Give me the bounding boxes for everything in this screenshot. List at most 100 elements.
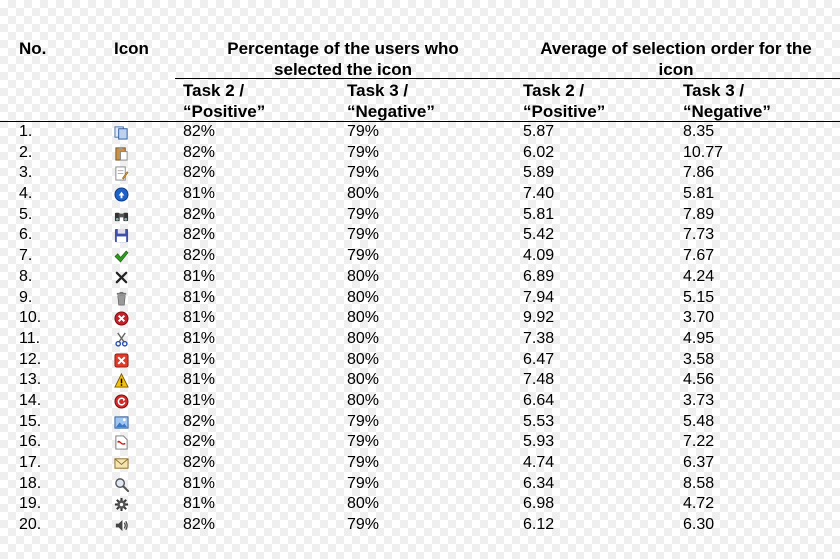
cell-pct-task3: 79% (347, 516, 380, 534)
subheader-avg-task3: Task 3 / “Negative” (683, 80, 771, 122)
group-header-percentage-line1: Percentage of the users who (227, 39, 459, 58)
subheader-pct-task2: Task 2 / “Positive” (183, 80, 265, 122)
cell-avg-task3: 4.72 (683, 495, 715, 513)
cell-pct-task3: 80% (347, 350, 380, 368)
cell-pct-task3: 79% (347, 164, 380, 182)
copy-documents-icon (114, 125, 130, 140)
cell-avg-task2: 4.09 (523, 247, 555, 265)
cell-pct-task2: 81% (183, 309, 216, 327)
cell-avg-task2: 7.38 (523, 329, 555, 347)
table-row: 19. 81% 80% 6.98 4.72 (0, 494, 840, 515)
table-row: 20. 82% 79% 6.12 6.30 (0, 515, 840, 536)
red-circle-refresh-icon (114, 394, 130, 409)
cell-pct-task3: 80% (347, 288, 380, 306)
cell-avg-task3: 5.15 (683, 288, 715, 306)
table-row: 13. 81% 80% 7.48 4.56 (0, 370, 840, 391)
table-body: 1. 82% 79% 5.87 8.35 2. 82% 79% 6.02 10.77 3. 82%… (0, 122, 840, 536)
cell-pct-task3: 80% (347, 267, 380, 285)
picture-icon (114, 415, 130, 430)
cell-avg-task2: 5.81 (523, 205, 555, 223)
table-row: 15. 82% 79% 5.53 5.48 (0, 412, 840, 433)
cell-avg-task2: 4.74 (523, 454, 555, 471)
trash-can-icon (114, 291, 130, 306)
group-header-average-line2: icon (658, 60, 694, 79)
group-header-average: Average of selection order for the icon (526, 38, 826, 80)
cell-no: 14. (19, 391, 42, 409)
cell-pct-task2: 82% (183, 247, 216, 265)
cell-avg-task3: 7.73 (683, 226, 715, 244)
cell-pct-task2: 82% (183, 164, 216, 182)
cell-avg-task3: 7.89 (683, 205, 715, 223)
table-row: 9. 81% 80% 7.94 5.15 (0, 288, 840, 309)
binoculars-icon (114, 208, 130, 223)
cell-no: 5. (19, 205, 33, 223)
edit-document-icon (114, 166, 130, 181)
cell-avg-task3: 8.58 (683, 474, 715, 492)
subheader-avg-task3-line2: “Negative” (683, 102, 771, 121)
table-row: 12. 81% 80% 6.47 3.58 (0, 350, 840, 371)
cell-pct-task2: 81% (183, 474, 216, 492)
cell-no: 1. (19, 123, 33, 140)
cell-no: 12. (19, 350, 42, 368)
cell-pct-task3: 79% (347, 205, 380, 223)
cell-pct-task2: 82% (183, 454, 216, 471)
cell-avg-task2: 9.92 (523, 309, 555, 327)
table-row: 11. 81% 80% 7.38 4.95 (0, 329, 840, 350)
cell-avg-task2: 7.40 (523, 185, 555, 203)
cell-avg-task3: 6.37 (683, 454, 715, 471)
table-row: 8. 81% 80% 6.89 4.24 (0, 267, 840, 288)
cell-avg-task2: 5.53 (523, 412, 555, 430)
subheader-pct-task2-line1: Task 2 / (183, 81, 245, 100)
cell-no: 17. (19, 454, 42, 471)
cell-no: 20. (19, 516, 42, 534)
cell-no: 13. (19, 371, 42, 389)
table-row: 2. 82% 79% 6.02 10.77 (0, 143, 840, 164)
subheader-avg-task2: Task 2 / “Positive” (523, 80, 605, 122)
cell-avg-task2: 6.34 (523, 474, 555, 492)
cell-avg-task2: 6.89 (523, 267, 555, 285)
cell-avg-task3: 7.67 (683, 247, 715, 265)
cell-no: 9. (19, 288, 33, 306)
cell-avg-task3: 7.86 (683, 164, 715, 182)
table-row: 6. 82% 79% 5.42 7.73 (0, 225, 840, 246)
cell-pct-task3: 79% (347, 454, 380, 471)
cell-no: 18. (19, 474, 42, 492)
cell-pct-task2: 82% (183, 205, 216, 223)
cell-pct-task2: 82% (183, 516, 216, 534)
cell-avg-task3: 10.77 (683, 143, 724, 161)
pdf-document-icon (114, 435, 130, 450)
cell-no: 19. (19, 495, 42, 513)
table-row: 10. 81% 80% 9.92 3.70 (0, 308, 840, 329)
cell-no: 10. (19, 309, 42, 327)
cell-pct-task3: 79% (347, 226, 380, 244)
red-circle-x-icon (114, 311, 130, 326)
table-row: 18. 81% 79% 6.34 8.58 (0, 474, 840, 495)
cell-no: 8. (19, 267, 33, 285)
cell-pct-task3: 79% (347, 143, 380, 161)
cell-pct-task3: 80% (347, 371, 380, 389)
cell-pct-task2: 81% (183, 185, 216, 203)
cell-avg-task2: 6.02 (523, 143, 555, 161)
cell-pct-task2: 81% (183, 391, 216, 409)
cell-avg-task2: 6.98 (523, 495, 555, 513)
table-row: 3. 82% 79% 5.89 7.86 (0, 163, 840, 184)
cell-pct-task3: 79% (347, 247, 380, 265)
cell-pct-task3: 80% (347, 495, 380, 513)
speaker-icon (114, 518, 130, 533)
cell-avg-task2: 6.12 (523, 516, 555, 534)
subheader-pct-task2-line2: “Positive” (183, 102, 266, 121)
cell-avg-task2: 7.94 (523, 288, 555, 306)
cell-pct-task2: 82% (183, 123, 216, 140)
table-row: 14. 81% 80% 6.64 3.73 (0, 391, 840, 412)
scissors-icon (114, 332, 130, 347)
table-row: 17. 82% 79% 4.74 6.37 (0, 453, 840, 474)
cell-avg-task2: 7.48 (523, 371, 555, 389)
cell-avg-task3: 6.30 (683, 516, 715, 534)
cell-no: 3. (19, 164, 33, 182)
cell-avg-task3: 7.22 (683, 433, 715, 451)
group-header-percentage: Percentage of the users who selected the… (205, 38, 481, 80)
table-row: 1. 82% 79% 5.87 8.35 (0, 122, 840, 143)
cell-avg-task2: 5.87 (523, 123, 555, 140)
red-square-x-icon (114, 353, 130, 368)
cell-avg-task3: 3.70 (683, 309, 715, 327)
